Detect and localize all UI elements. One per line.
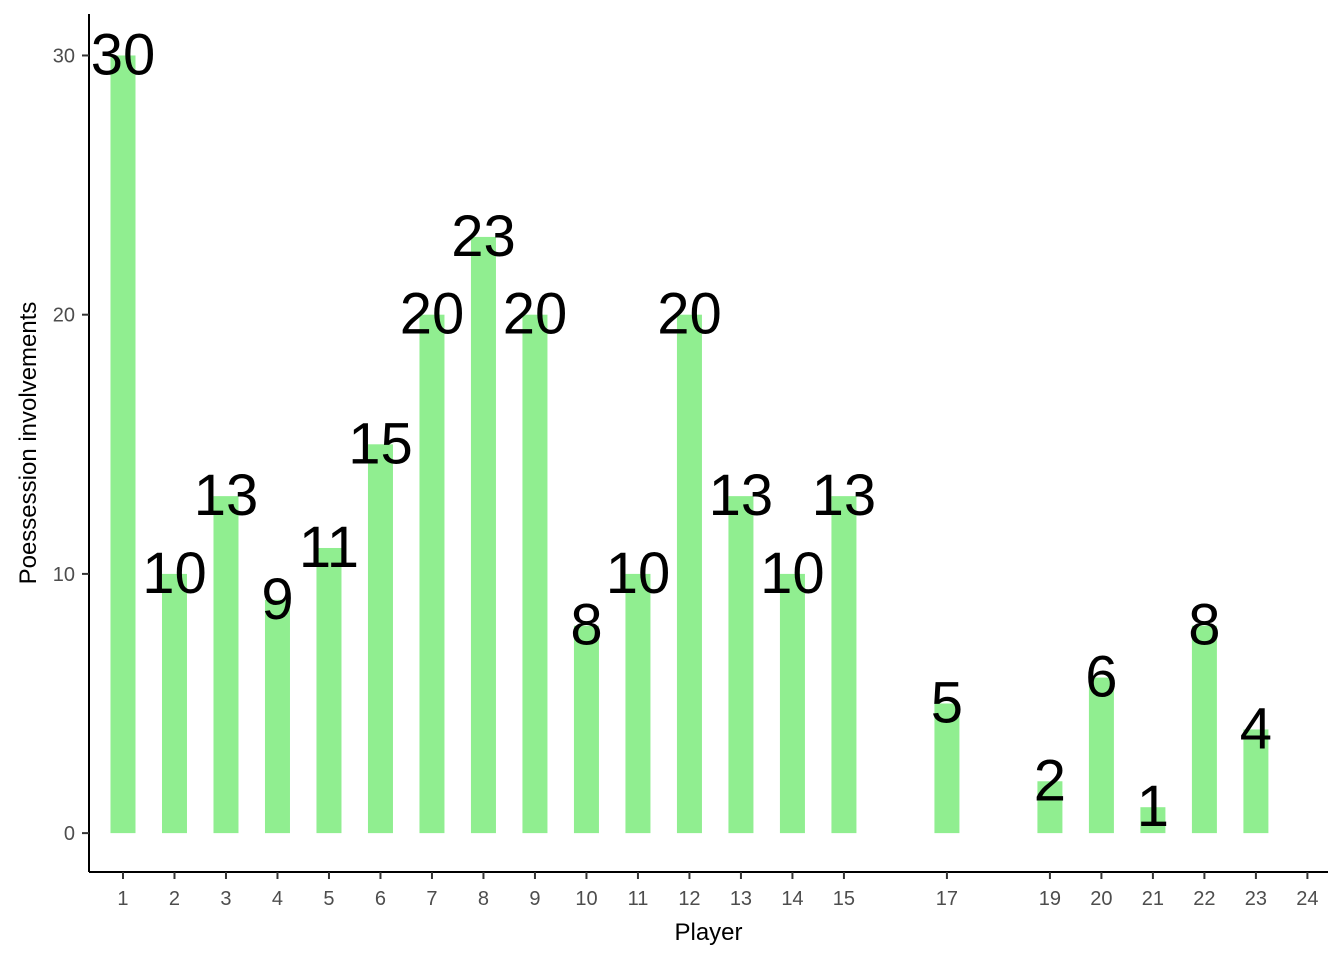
data-label-player-7: 20 [400,282,465,347]
bar-player-8 [470,236,496,834]
bar-player-5 [316,547,342,834]
y-tick-label: 20 [53,305,75,327]
y-axis-title: Poessession involvements [15,302,42,585]
x-tick-label: 12 [678,888,700,910]
data-label-player-19: 2 [1034,748,1066,813]
data-label-player-15: 13 [812,463,877,528]
bar-player-4 [264,599,290,834]
x-tick-label: 20 [1090,888,1112,910]
bar-player-10 [573,625,599,834]
x-ticks-group: 1 2 3 4 5 6 7 8 9 10 11 12 13 14 15 17 19 20 21 22 23 24 [117,872,1319,910]
data-label-player-6: 15 [348,411,413,476]
data-label-player-10: 8 [570,593,602,658]
x-tick-label: 9 [529,888,540,910]
x-tick-label: 24 [1296,888,1318,910]
data-label-player-17: 5 [931,671,963,736]
x-tick-label: 10 [575,888,597,910]
data-label-player-12: 20 [657,282,722,347]
x-axis-title: Player [674,919,742,946]
bar-player-2 [161,573,187,834]
data-label-player-13: 13 [709,463,774,528]
bar-player-15 [831,496,857,834]
data-label-player-14: 10 [760,541,825,606]
x-tick-label: 7 [426,888,437,910]
bar-player-12 [676,314,702,834]
bars-group [110,55,1269,834]
x-tick-label: 8 [478,888,489,910]
bar-player-11 [625,573,651,834]
x-tick-label: 4 [272,888,283,910]
x-tick-label: 14 [781,888,803,910]
data-label-player-5: 11 [299,515,359,580]
y-tick-label: 30 [53,45,75,67]
bar-player-17 [934,703,960,834]
bar-player-14 [779,573,805,834]
data-label-player-1: 30 [91,22,156,87]
bar-player-23 [1243,729,1269,834]
x-tick-label: 6 [375,888,386,910]
x-tick-label: 23 [1245,888,1267,910]
data-label-player-9: 20 [503,282,568,347]
bar-player-13 [728,496,754,834]
data-label-player-8: 23 [451,204,516,269]
x-tick-label: 13 [730,888,752,910]
bar-player-19 [1037,781,1063,834]
bar-player-22 [1191,625,1217,834]
data-label-player-22: 8 [1188,593,1220,658]
bar-player-21 [1140,807,1166,834]
bar-player-6 [367,444,393,834]
bar-player-1 [110,55,136,834]
x-tick-label: 17 [936,888,958,910]
data-label-player-3: 13 [194,463,259,528]
data-label-player-4: 9 [261,567,293,632]
x-tick-label: 19 [1039,888,1061,910]
y-tick-label: 0 [64,823,75,845]
x-tick-label: 3 [220,888,231,910]
bar-player-9 [522,314,548,834]
bar-player-7 [419,314,445,834]
x-tick-label: 21 [1142,888,1164,910]
data-label-player-23: 4 [1240,696,1272,761]
y-tick-label: 10 [53,564,75,586]
data-label-player-21: 1 [1137,774,1169,839]
bar-player-3 [213,496,239,834]
data-label-player-11: 10 [606,541,671,606]
x-tick-label: 22 [1193,888,1215,910]
y-ticks-group: 0 10 20 30 [53,45,89,845]
bar-player-20 [1088,677,1114,834]
data-label-player-2: 10 [142,541,207,606]
x-tick-label: 11 [628,888,649,910]
data-label-player-20: 6 [1085,645,1117,710]
x-tick-label: 2 [169,888,180,910]
x-tick-label: 15 [833,888,855,910]
x-tick-label: 5 [323,888,334,910]
x-tick-label: 1 [117,888,128,910]
